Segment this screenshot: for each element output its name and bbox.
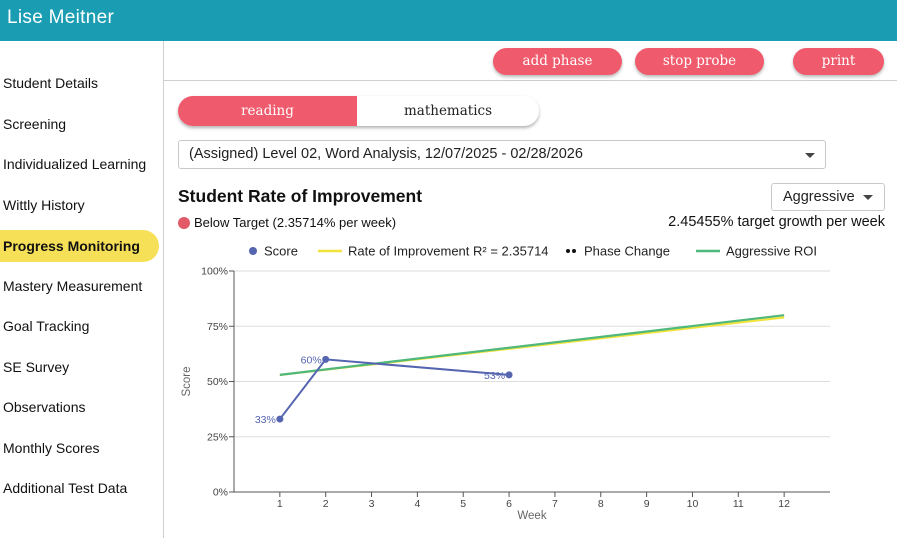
sidebar-item-mastery-measurement[interactable]: Mastery Measurement bbox=[3, 278, 143, 294]
score-point bbox=[322, 355, 330, 363]
x-tick-label: 3 bbox=[369, 498, 375, 510]
sidebar-item-progress-monitoring[interactable]: Progress Monitoring bbox=[0, 230, 159, 262]
x-tick-label: 1 bbox=[277, 498, 283, 510]
x-tick-label: 12 bbox=[778, 498, 790, 510]
x-tick-label: 6 bbox=[506, 498, 512, 510]
subject-toggle: reading mathematics bbox=[178, 96, 539, 126]
assessment-select[interactable]: (Assigned) Level 02, Word Analysis, 12/0… bbox=[178, 140, 826, 169]
chevron-down-icon bbox=[805, 153, 815, 158]
tab-mathematics[interactable]: mathematics bbox=[403, 103, 493, 119]
add-phase-button[interactable]: add phase bbox=[493, 48, 622, 75]
x-tick-label: 11 bbox=[733, 498, 744, 510]
roi-status-text: Below Target (2.35714% per week) bbox=[194, 215, 397, 230]
score-point bbox=[505, 371, 513, 379]
x-axis-title: Week bbox=[517, 510, 546, 522]
y-tick-label: 100% bbox=[201, 266, 228, 278]
sidebar: Student Details Screening Individualized… bbox=[0, 41, 164, 538]
target-growth-text: 2.45455% target growth per week bbox=[668, 214, 885, 230]
legend-marker-phase-change bbox=[572, 249, 576, 253]
score-point-label: 60% bbox=[301, 354, 322, 366]
x-tick-label: 8 bbox=[598, 498, 604, 510]
sidebar-item-wittly-history[interactable]: Wittly History bbox=[3, 197, 85, 213]
y-tick-label: 75% bbox=[207, 321, 228, 333]
legend-marker-score bbox=[249, 247, 257, 255]
sidebar-item-monthly-scores[interactable]: Monthly Scores bbox=[3, 440, 100, 456]
sidebar-item-student-details[interactable]: Student Details bbox=[3, 75, 98, 91]
status-dot-icon bbox=[178, 217, 190, 229]
legend-label: Aggressive ROI bbox=[726, 244, 817, 259]
stop-probe-button[interactable]: stop probe bbox=[635, 48, 764, 75]
series-line-aggressive-roi bbox=[279, 314, 785, 376]
action-bar: add phase stop probe print bbox=[164, 41, 897, 81]
sidebar-item-screening[interactable]: Screening bbox=[3, 116, 67, 132]
legend-marker-phase-change bbox=[566, 249, 570, 253]
sidebar-item-additional-test-data[interactable]: Additional Test Data bbox=[3, 480, 128, 496]
app-header: Lise Meitner bbox=[0, 0, 897, 41]
x-tick-label: 9 bbox=[644, 498, 650, 510]
x-tick-label: 4 bbox=[414, 498, 420, 510]
x-tick-label: 7 bbox=[552, 498, 558, 510]
student-name: Lise Meitner bbox=[7, 7, 115, 28]
sidebar-item-se-survey[interactable]: SE Survey bbox=[3, 359, 70, 375]
x-tick-label: 2 bbox=[323, 498, 329, 510]
sidebar-item-observations[interactable]: Observations bbox=[3, 399, 86, 415]
x-tick-label: 10 bbox=[687, 498, 699, 510]
sidebar-item-individualized-learning[interactable]: Individualized Learning bbox=[3, 156, 147, 172]
y-tick-label: 0% bbox=[213, 487, 228, 499]
y-tick-label: 50% bbox=[207, 376, 228, 388]
x-tick-label: 5 bbox=[460, 498, 466, 510]
score-point-label: 53% bbox=[484, 370, 505, 382]
assessment-select-value: (Assigned) Level 02, Word Analysis, 12/0… bbox=[189, 146, 583, 162]
tab-reading[interactable]: reading bbox=[178, 96, 357, 126]
series-line-score bbox=[279, 358, 510, 420]
legend-label: Rate of Improvement R² = 2.35714 bbox=[348, 244, 549, 259]
legend-label: Score bbox=[264, 244, 298, 259]
y-tick-label: 25% bbox=[207, 431, 228, 443]
print-button[interactable]: print bbox=[793, 48, 884, 75]
score-point bbox=[276, 415, 284, 423]
roi-heading: Student Rate of Improvement bbox=[178, 186, 423, 206]
roi-chart: Score Rate of Improvement R² = 2.35714 Pha… bbox=[181, 244, 830, 522]
y-axis-title: Score bbox=[181, 366, 193, 396]
legend-label: Phase Change bbox=[584, 244, 670, 259]
chevron-down-icon bbox=[863, 195, 873, 200]
score-point-label: 33% bbox=[255, 414, 276, 426]
goal-type-select[interactable]: Aggressive bbox=[771, 183, 885, 211]
sidebar-item-goal-tracking[interactable]: Goal Tracking bbox=[3, 318, 90, 334]
roi-status: Below Target (2.35714% per week) bbox=[178, 215, 396, 230]
goal-type-value: Aggressive bbox=[783, 189, 855, 205]
